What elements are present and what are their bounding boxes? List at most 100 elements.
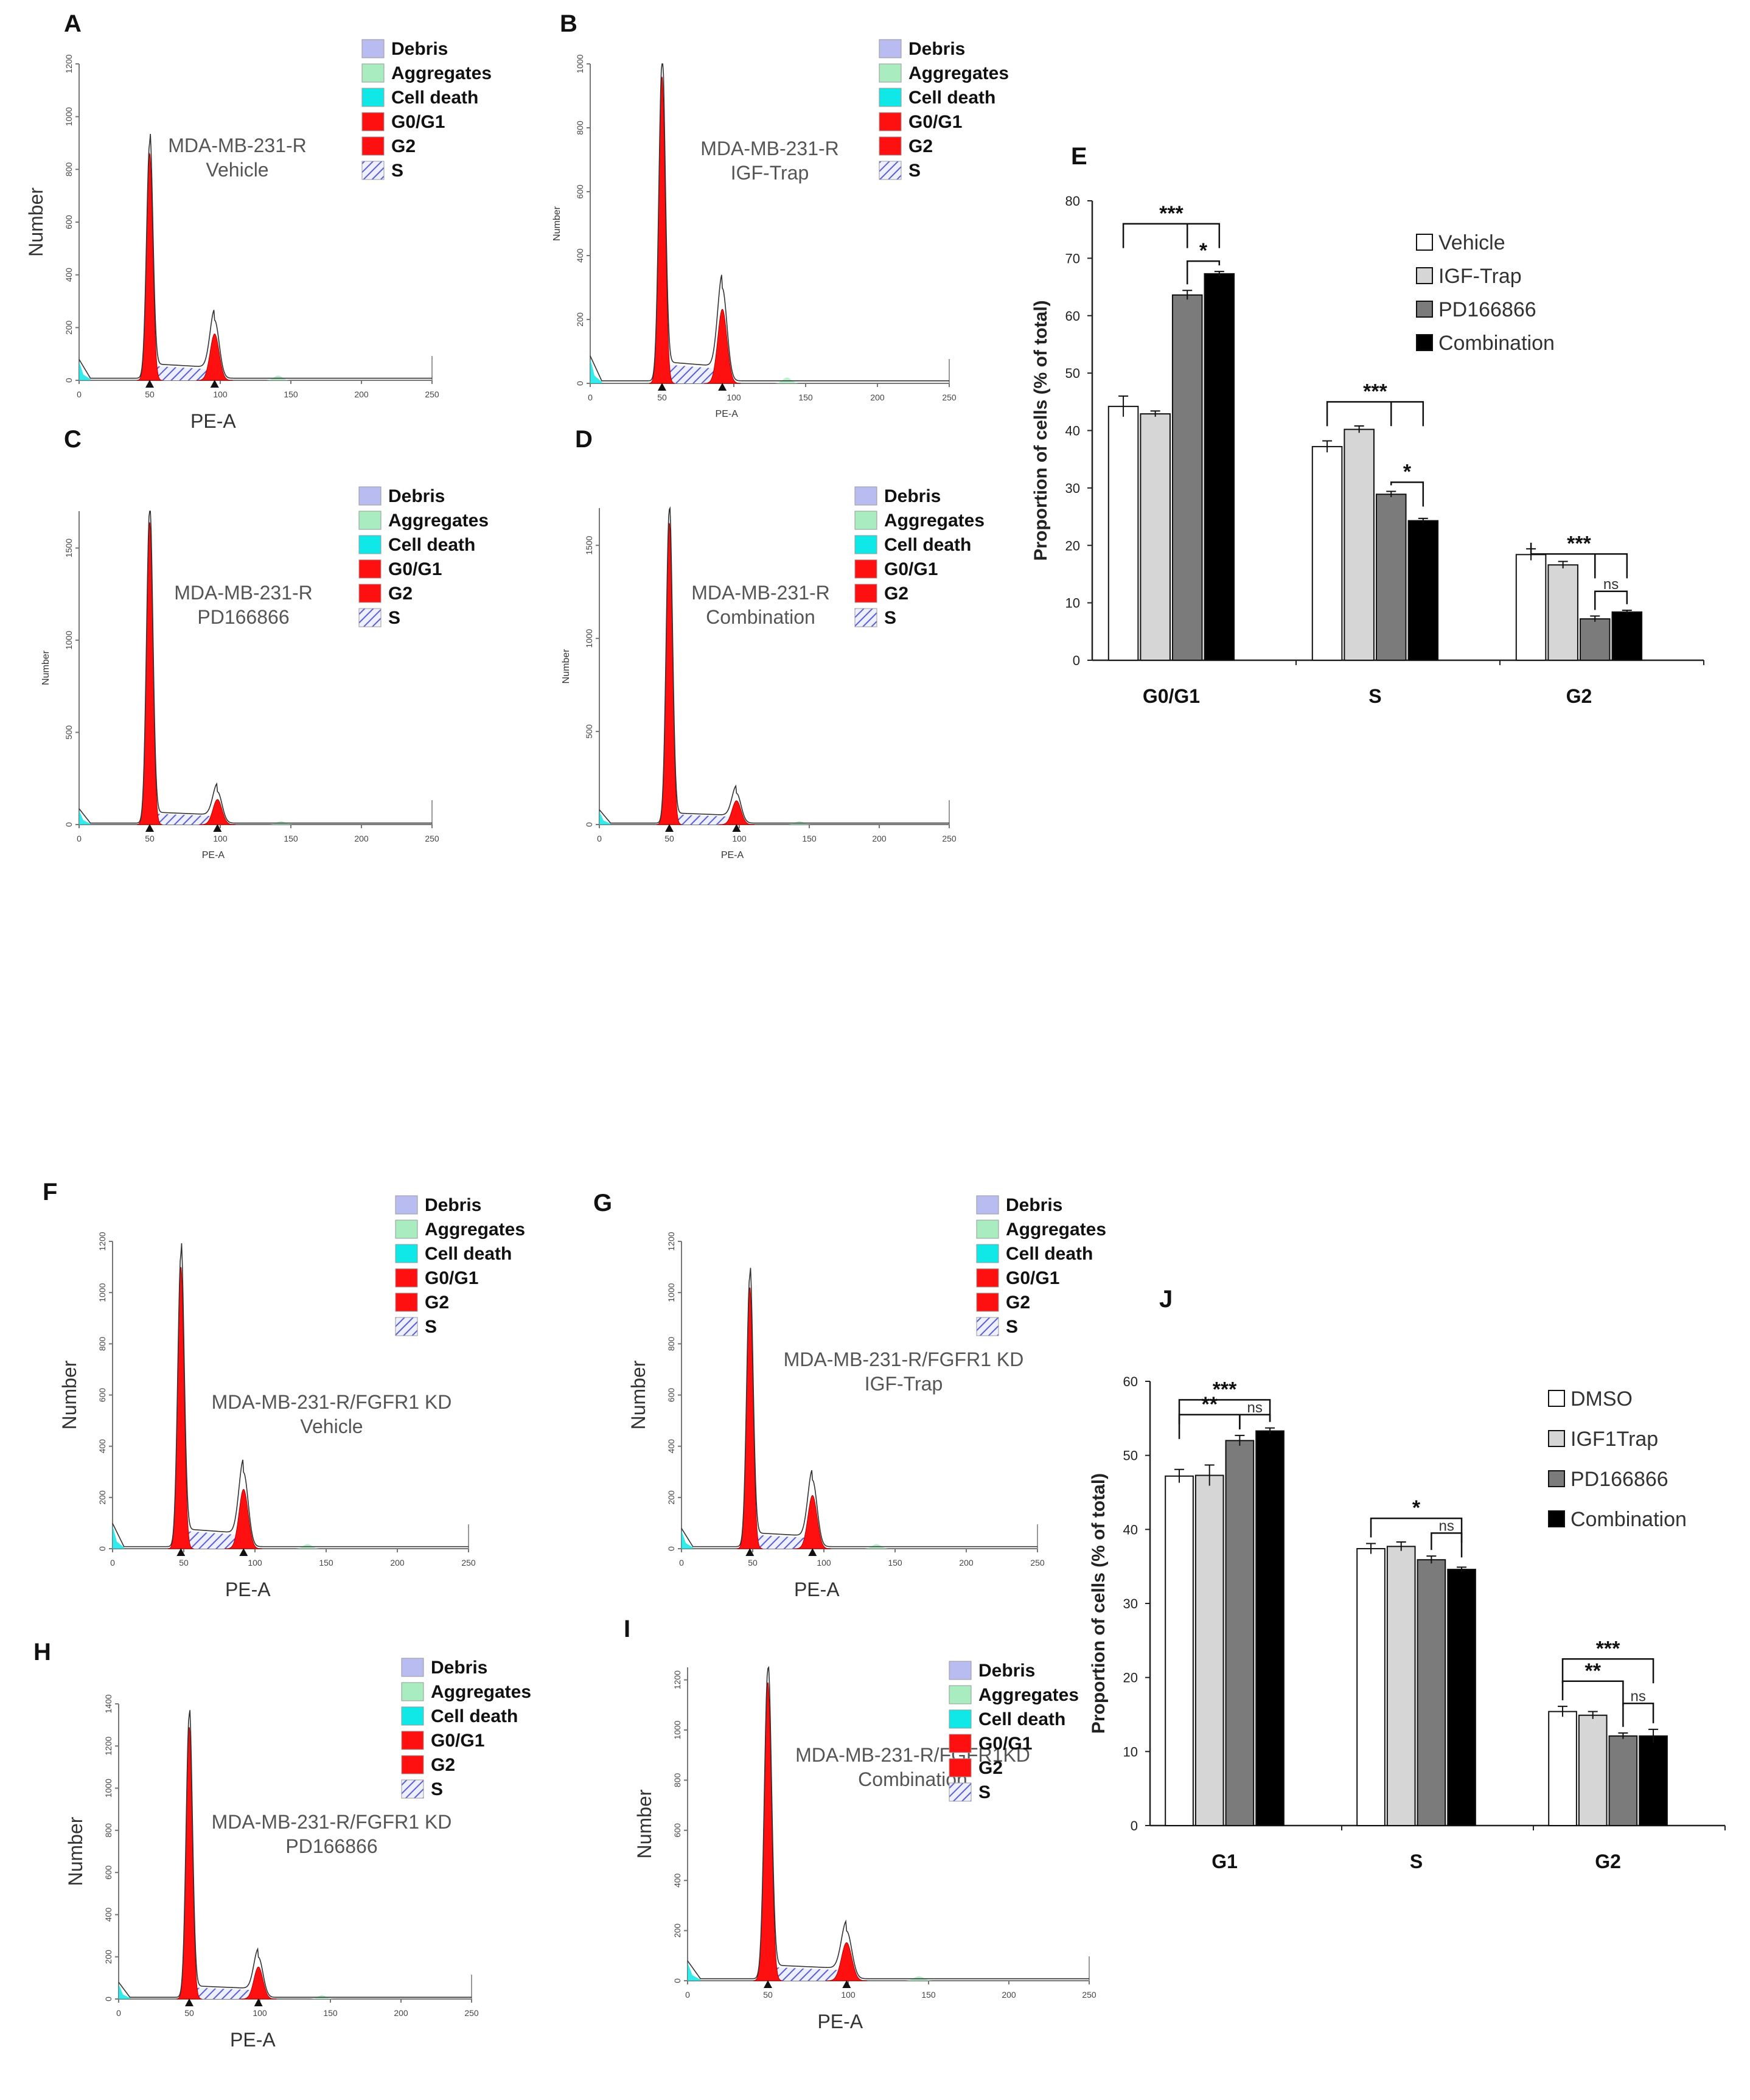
histogram-panel-b: 0 50 100 150 200 250 0 200 400 600 800 1000 PE-A Numb…	[552, 39, 1009, 419]
significance-bracket	[1390, 481, 1424, 507]
fit-envelope-line	[78, 511, 432, 824]
x-tick-label: 50	[748, 1558, 758, 1568]
legend-label: Debris	[388, 486, 445, 506]
y-tick-label: 1200	[64, 54, 74, 73]
histogram-panel-a: 0 50 100 150 200 250 0 200 400 600 800 1000 1200 PE-A…	[25, 39, 492, 432]
significance-label: ns	[1247, 1400, 1263, 1416]
peak-marker-icon	[658, 383, 666, 391]
y-tick-label: 50	[1065, 366, 1080, 381]
legend-label: S	[1006, 1317, 1018, 1337]
peak-marker-icon	[145, 824, 154, 832]
x-tick-label: 50	[184, 2008, 194, 2018]
x-tick-label: 200	[959, 1558, 974, 1568]
x-tick-label: 150	[802, 834, 817, 843]
legend-swatch	[395, 1268, 418, 1288]
x-tick-label: 100	[253, 2008, 267, 2018]
x-tick-label: 50	[657, 392, 667, 402]
significance-label: ns	[1631, 1688, 1646, 1704]
bar	[1225, 1440, 1255, 1826]
y-tick-label: 600	[64, 215, 74, 229]
x-tick-label: 50	[145, 389, 155, 399]
bar	[1417, 1559, 1446, 1826]
x-tick-label: 200	[1002, 1990, 1016, 2000]
legend-label: Aggregates	[978, 1685, 1079, 1705]
legend-label: G2	[431, 1755, 455, 1775]
bar	[1194, 1474, 1224, 1826]
y-tick-label: 600	[666, 1388, 676, 1403]
x-tick-label: 250	[942, 392, 957, 402]
bar	[1165, 1475, 1194, 1827]
legend-label: Cell death	[425, 1244, 512, 1264]
legend-label: Cell death	[884, 535, 971, 555]
panel-letter-g: G	[593, 1190, 612, 1216]
x-tick-label: 200	[390, 1558, 405, 1568]
y-tick-label: 600	[97, 1388, 107, 1403]
legend-swatch	[361, 112, 385, 131]
x-tick-label: 250	[464, 2008, 479, 2018]
y-tick-label: 800	[64, 162, 74, 176]
peak-marker-icon	[254, 1998, 263, 2006]
y-tick-label: 0	[64, 822, 74, 827]
g2-peak	[718, 800, 755, 825]
y-tick-label: 20	[1123, 1670, 1138, 1686]
x-tick-label: 150	[319, 1558, 333, 1568]
x-tick-label: 0	[685, 1990, 690, 2000]
x-tick-label: 0	[110, 1558, 115, 1568]
bar-chart-panel-e: 0 10 20 30 40 50 60 70 80 Proportion of cells (% …	[1031, 194, 1704, 707]
g0g1-peak	[649, 76, 676, 384]
y-tick-label: 200	[64, 320, 74, 335]
legend-swatch	[949, 1734, 972, 1753]
legend-swatch	[879, 39, 902, 58]
legend-label: S	[388, 608, 400, 628]
x-tick-label: 250	[425, 834, 439, 843]
y-axis-label: Number	[561, 649, 571, 684]
y-tick-label: 30	[1123, 1596, 1138, 1611]
peak-marker-icon	[210, 380, 219, 388]
significance-label: ns	[1603, 576, 1619, 593]
legend-label: S	[978, 1782, 991, 1802]
y-tick-label: 70	[1065, 251, 1080, 266]
legend-swatch	[976, 1292, 999, 1312]
x-tick-label: 0	[77, 389, 82, 399]
legend-label: PD166866	[1438, 298, 1536, 321]
y-tick-label: 1200	[666, 1232, 676, 1251]
bar-chart-panel-j: 0 10 20 30 40 50 60 Proportion of cells (% of t…	[1089, 1374, 1726, 1872]
legend-swatch	[1548, 1430, 1565, 1447]
legend-swatch	[949, 1661, 972, 1680]
category-label: S	[1410, 1851, 1423, 1872]
legend-label: Combination	[1438, 332, 1555, 355]
legend-swatch	[879, 63, 902, 83]
y-tick-label: 800	[103, 1823, 113, 1838]
legend-label: G0/G1	[978, 1734, 1032, 1754]
y-axis-label: Number	[25, 187, 47, 257]
significance-label: ***	[1363, 380, 1387, 403]
x-tick-label: 100	[213, 834, 228, 843]
x-tick-label: 0	[597, 834, 602, 843]
g0g1-peak	[168, 1267, 195, 1549]
y-tick-label: 400	[666, 1439, 676, 1454]
bar	[1611, 611, 1643, 661]
legend-label: Debris	[391, 39, 448, 59]
x-tick-label: 0	[588, 392, 593, 402]
cell-death-area	[688, 1962, 701, 1981]
bar	[1407, 520, 1439, 661]
legend-swatch	[1416, 267, 1433, 284]
cell-death-area	[682, 1530, 693, 1549]
y-tick-label: 600	[672, 1823, 682, 1838]
bar	[1204, 273, 1235, 661]
legend-swatch	[949, 1782, 972, 1802]
y-tick-label: 1200	[103, 1737, 113, 1756]
y-tick-label: 1200	[672, 1670, 682, 1689]
bar	[1140, 413, 1171, 661]
legend-swatch	[358, 608, 382, 627]
y-axis-label: Number	[64, 1816, 86, 1886]
legend-swatch	[395, 1244, 418, 1263]
legend-label: S	[391, 161, 403, 181]
panel-letter-a: A	[64, 10, 82, 37]
y-tick-label: 600	[103, 1865, 113, 1880]
y-tick-label: 1000	[575, 54, 585, 73]
s-phase-area	[664, 364, 720, 383]
fit-envelope-line	[118, 1710, 472, 1998]
y-axis-label: Number	[41, 650, 51, 685]
